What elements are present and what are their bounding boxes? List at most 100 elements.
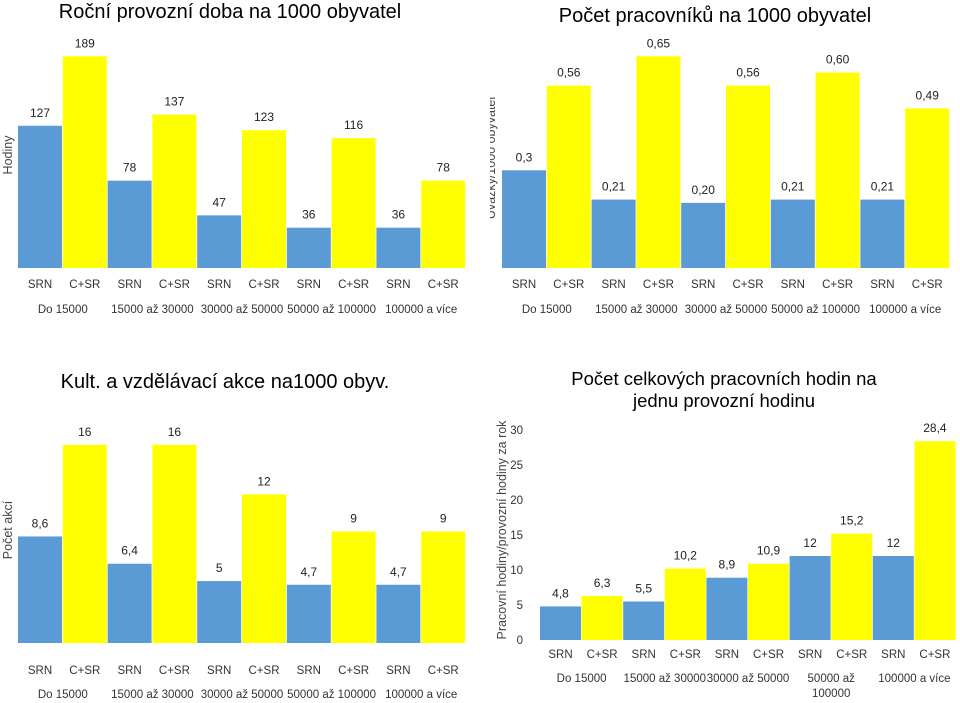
series-tick-label: C+SR [338,665,369,677]
group-tick-label: 30000 až 50000 [201,304,284,316]
chart-title: jednu provozní hodinu [632,390,815,411]
data-label: 189 [75,36,95,50]
series-tick-label: C+SR [643,279,674,291]
group-tick-label: 50000 až 100000 [287,689,376,701]
series-tick-label: SRN [691,279,715,291]
data-label: 4,7 [390,565,407,579]
series-tick-label: SRN [297,279,321,291]
chart-kulturni-akce: Kult. a vzdělávací akce na1000 obyv. Poče… [0,360,470,703]
bar-srn [706,577,748,640]
chart-svg: Kult. a vzdělávací akce na1000 obyv. Poče… [1,371,466,701]
bar-srn [502,170,546,268]
y-tick-label: 30 [510,425,523,437]
bar-srn [197,581,242,643]
bar-csr [331,138,376,268]
bar-srn [770,199,815,268]
bar-csr [905,108,950,269]
data-label: 12 [257,474,271,488]
group-tick-label: Do 15000 [557,673,607,685]
group-tick-label: 15000 až 30000 [624,673,707,685]
data-label: 0,49 [916,88,940,102]
bar-csr [152,444,197,643]
data-label: 10,9 [757,544,781,558]
group-tick-label: 100000 a více [869,304,941,316]
y-axis-label: Úvazky/1000 obyvatel [490,97,498,219]
series-tick-label: SRN [512,279,536,291]
data-label: 47 [213,195,227,209]
series-tick-label: C+SR [733,279,764,291]
group-tick-label: 100000 a více [878,673,950,685]
data-label: 4,8 [552,586,569,600]
group-tick-label: 100000 [812,688,850,700]
y-tick-label: 20 [510,495,523,507]
series-tick-label: C+SR [69,665,100,677]
bar-srn [789,556,831,640]
bar-srn [591,199,636,268]
group-tick-label: 30000 až 50000 [685,304,768,316]
y-tick-label: 5 [517,600,523,612]
data-label: 28,4 [923,421,947,435]
bar-csr [62,444,107,643]
data-label: 9 [350,512,357,526]
bar-csr [546,85,591,268]
series-tick-label: C+SR [159,665,190,677]
group-tick-label: Do 15000 [38,689,88,701]
bar-srn [18,536,62,643]
data-label: 0,56 [557,66,581,80]
series-tick-label: C+SR [338,279,369,291]
data-label: 36 [392,208,406,222]
group-tick-label: 30000 až 50000 [707,673,790,685]
series-tick-label: C+SR [822,279,853,291]
bar-srn [197,215,242,268]
data-label: 12 [887,536,901,550]
chart-pocet-pracovniku: Počet pracovníků na 1000 obyvatel Úvazky/… [490,0,960,330]
bar-srn [286,584,331,643]
y-axis-label: Počet akcí [1,500,15,559]
series-tick-label: SRN [207,665,231,677]
data-label: 16 [78,425,92,439]
bar-csr [831,533,873,640]
bar-csr [726,85,770,268]
bar-srn [286,227,331,268]
data-label: 127 [30,106,50,120]
bar-srn [540,606,581,640]
data-label: 6,3 [594,576,611,590]
data-label: 0,56 [736,66,760,80]
series-tick-label: SRN [386,279,410,291]
data-label: 0,21 [602,180,626,194]
series-tick-label: SRN [117,279,141,291]
chart-svg: Roční provozní doba na 1000 obyvatel Hodi… [1,1,466,316]
bar-csr [331,531,376,643]
data-label: 8,9 [719,558,736,572]
series-tick-label: SRN [781,279,805,291]
group-tick-label: 15000 až 30000 [111,304,194,316]
group-tick-label: 50000 až 100000 [771,304,860,316]
series-tick-label: C+SR [753,649,784,661]
bar-csr [636,56,681,269]
chart-title: Roční provozní doba na 1000 obyvatel [59,1,401,23]
series-tick-label: C+SR [159,279,190,291]
series-tick-label: C+SR [553,279,584,291]
bar-csr [914,441,956,640]
bar-srn [376,227,421,268]
bar-srn [623,601,665,640]
group-tick-label: 15000 až 30000 [111,689,194,701]
bar-srn [681,202,726,268]
bar-csr [581,595,623,640]
series-tick-label: C+SR [428,279,459,291]
group-tick-label: 30000 až 50000 [201,689,284,701]
group-tick-label: 50000 až [808,673,856,685]
data-label: 4,7 [300,565,317,579]
group-tick-label: 100000 a více [385,689,457,701]
series-tick-label: SRN [117,665,141,677]
series-tick-label: C+SR [69,279,100,291]
bar-srn [860,199,905,268]
data-label: 0,20 [692,183,716,197]
series-tick-label: SRN [386,665,410,677]
data-label: 0,60 [826,53,850,67]
data-label: 5 [216,561,223,575]
group-tick-label: 15000 až 30000 [595,304,678,316]
bar-csr [421,531,466,643]
group-tick-label: 50000 až 100000 [287,304,376,316]
series-tick-label: SRN [632,649,656,661]
